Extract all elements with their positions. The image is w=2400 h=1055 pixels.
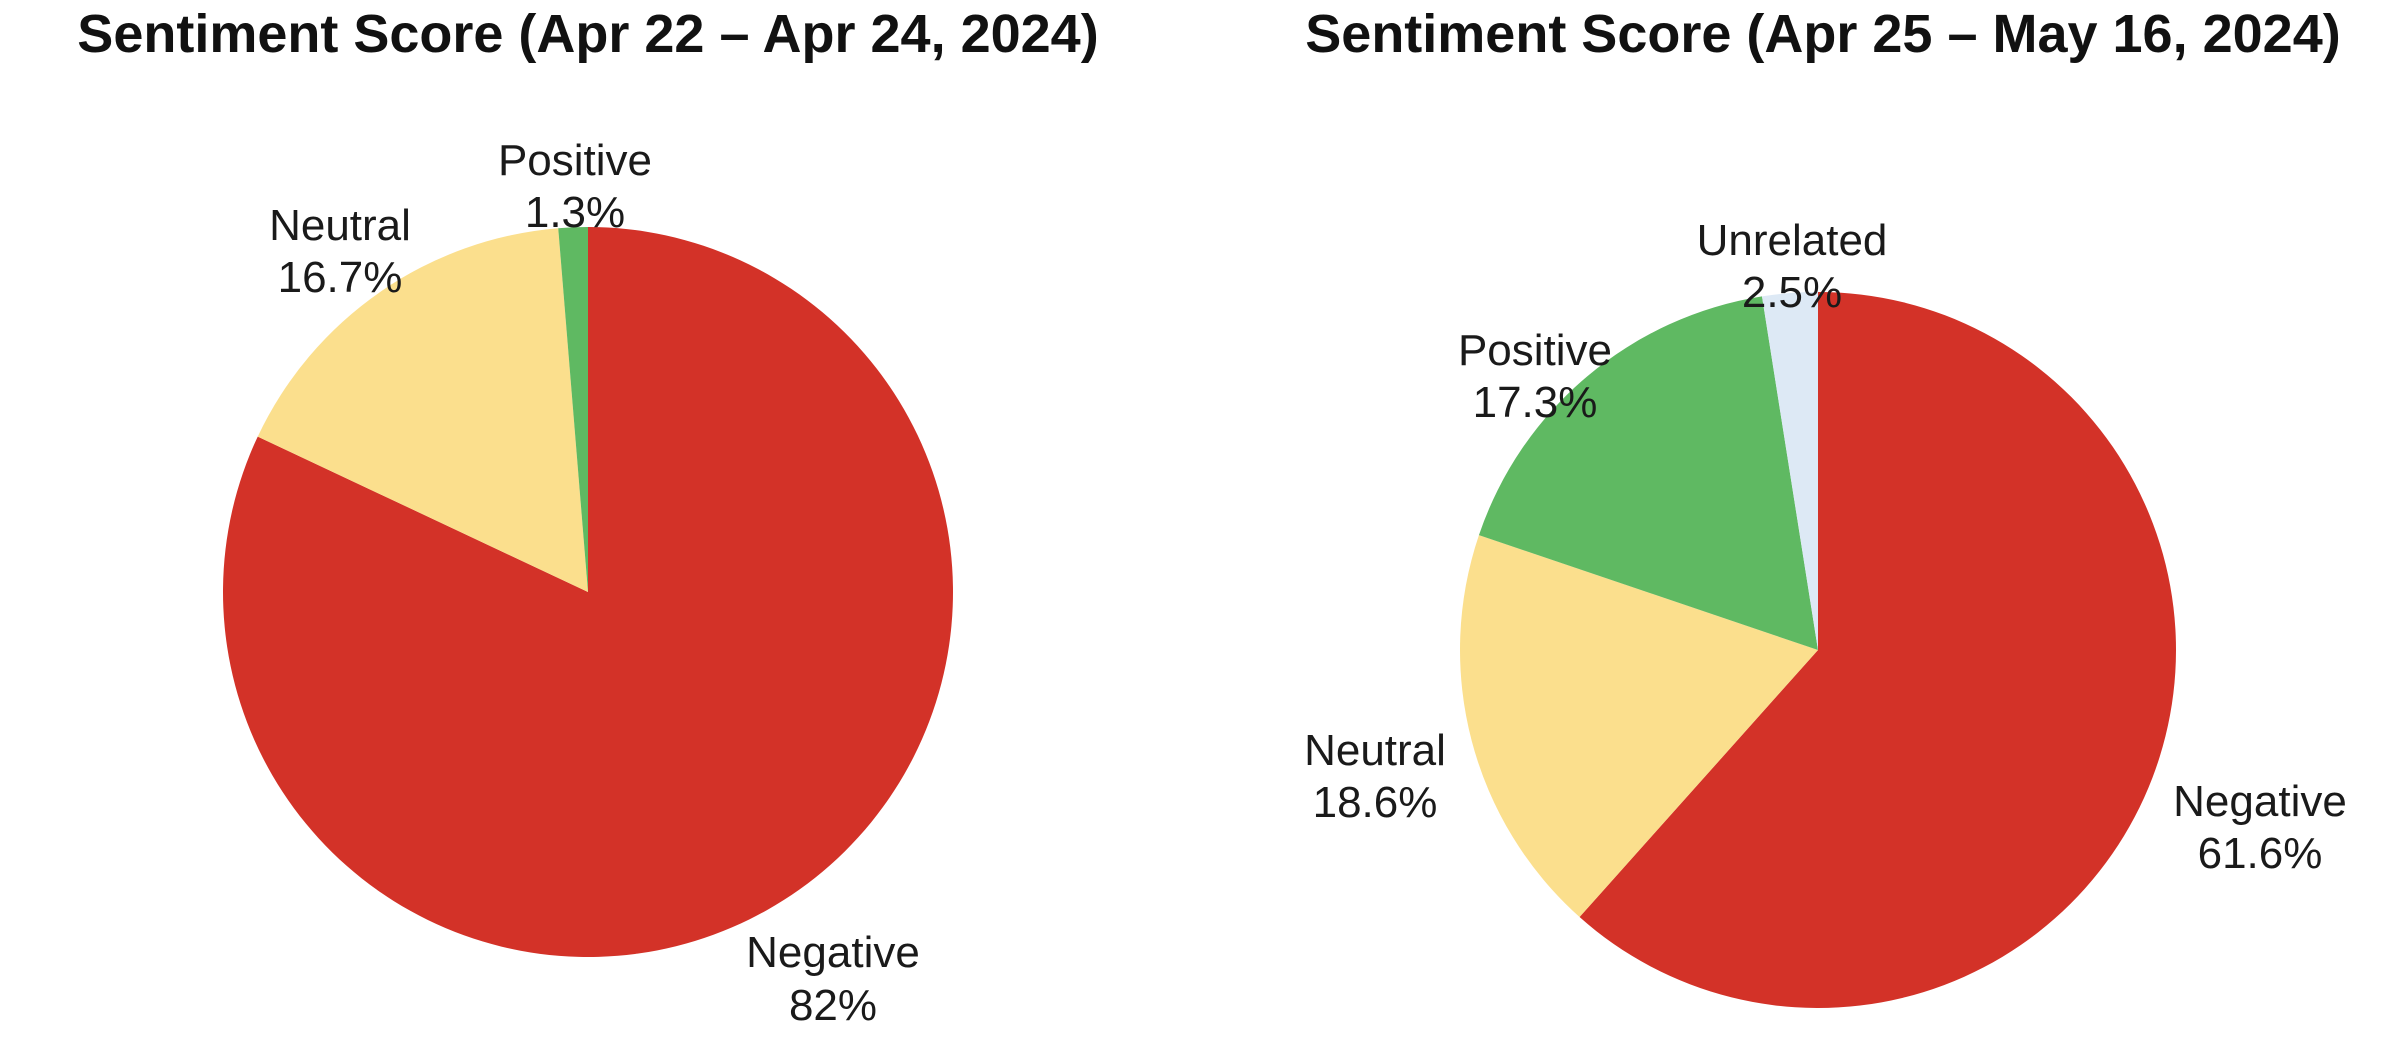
pie1-negative-label: Negative xyxy=(746,928,920,977)
pie1-labels: Negative 82% Neutral 16.7% Positive 1.3% xyxy=(269,136,920,1030)
pie2-negative-value: 61.6% xyxy=(2198,829,2323,878)
pie2-neutral-label: Neutral xyxy=(1304,726,1446,775)
pie-slice-negative xyxy=(223,227,953,958)
chart1-title: Sentiment Score (Apr 22 – Apr 24, 2024) xyxy=(77,4,1098,64)
pie2-positive-value: 17.3% xyxy=(1473,378,1598,427)
chart2-title: Sentiment Score (Apr 25 – May 16, 2024) xyxy=(1305,4,2340,64)
pie-chart-apr25-may16 xyxy=(1460,292,2176,1009)
pie2-unrelated-value: 2.5% xyxy=(1742,268,1842,317)
pie1-neutral-value: 16.7% xyxy=(278,253,403,302)
pie1-negative-value: 82% xyxy=(789,981,877,1030)
pie-slice-positive xyxy=(1478,296,1818,650)
pie2-negative-label: Negative xyxy=(2173,777,2347,826)
pie1-positive-value: 1.3% xyxy=(525,188,625,237)
pie1-positive-label: Positive xyxy=(498,136,652,185)
pie-slice-neutral xyxy=(1460,535,1818,918)
pie2-unrelated-label: Unrelated xyxy=(1697,216,1888,265)
pie-slice-neutral xyxy=(257,228,588,593)
pie2-labels: Negative 61.6% Neutral 18.6% Positive 17… xyxy=(1304,216,2347,878)
pie-slice-negative xyxy=(1579,292,2176,1009)
pie2-positive-label: Positive xyxy=(1458,326,1612,375)
pie-slice-positive xyxy=(558,227,588,592)
pie1-neutral-label: Neutral xyxy=(269,201,411,250)
pie2-neutral-value: 18.6% xyxy=(1313,778,1438,827)
pie-slice-unrelated xyxy=(1761,292,1818,650)
pie-chart-apr22-apr24 xyxy=(223,227,953,958)
